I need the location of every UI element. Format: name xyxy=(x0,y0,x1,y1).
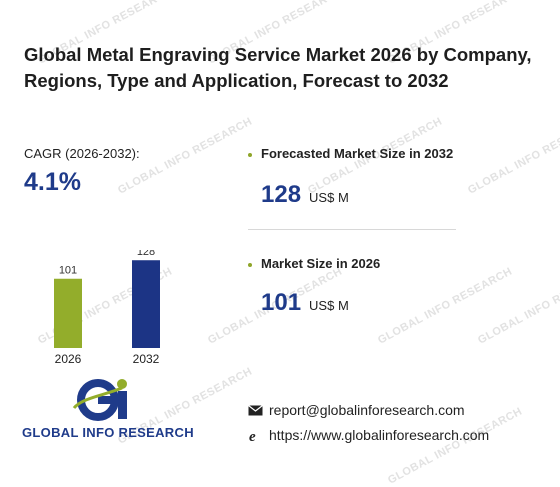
website-link[interactable]: https://www.globalinforesearch.com xyxy=(269,427,490,443)
watermark-text: GLOBAL INFO RESEARCH xyxy=(465,115,560,197)
mail-icon xyxy=(248,404,263,415)
svg-text:e: e xyxy=(249,429,256,443)
browser-icon: e xyxy=(249,429,256,443)
tick-label-2032: 2032 xyxy=(133,352,160,366)
bar-2026 xyxy=(54,278,82,348)
data-label-2026: 101 xyxy=(59,265,77,277)
bar-2032 xyxy=(132,260,160,348)
market-size-unit: US$ M xyxy=(309,298,349,313)
forecast-size-label: Forecasted Market Size in 2032 xyxy=(261,146,454,161)
watermark-text: GLOBAL INFO RESEARCH xyxy=(375,265,515,347)
bar-chart: 101 2026 128 2032 xyxy=(54,250,160,366)
market-size-value: 101 xyxy=(261,289,302,316)
data-label-2032: 128 xyxy=(137,250,155,258)
forecast-size-value: 128 xyxy=(261,181,302,208)
cagr-value: 4.1% xyxy=(24,168,81,196)
divider xyxy=(248,229,456,230)
bullet-icon xyxy=(248,153,252,157)
market-size-value-group: 101 US$ M xyxy=(261,289,349,317)
logo-text: GLOBAL INFO RESEARCH xyxy=(22,425,194,440)
email-contact: report@globalinforesearch.com xyxy=(248,402,465,418)
market-size-label: Market Size in 2026 xyxy=(261,256,381,271)
forecast-size-unit: US$ M xyxy=(309,190,349,205)
tick-label-2026: 2026 xyxy=(55,352,82,366)
cagr-label: CAGR (2026-2032): xyxy=(24,146,140,161)
company-logo xyxy=(72,379,127,421)
bullet-icon xyxy=(248,263,252,267)
watermark-text: GLOBAL INFO RESEARCH xyxy=(475,265,560,347)
forecast-size-value-group: 128 US$ M xyxy=(261,181,349,209)
website-contact: e https://www.globalinforesearch.com xyxy=(248,427,489,443)
page-title: Global Metal Engraving Service Market 20… xyxy=(24,44,532,91)
email-link[interactable]: report@globalinforesearch.com xyxy=(269,402,465,418)
